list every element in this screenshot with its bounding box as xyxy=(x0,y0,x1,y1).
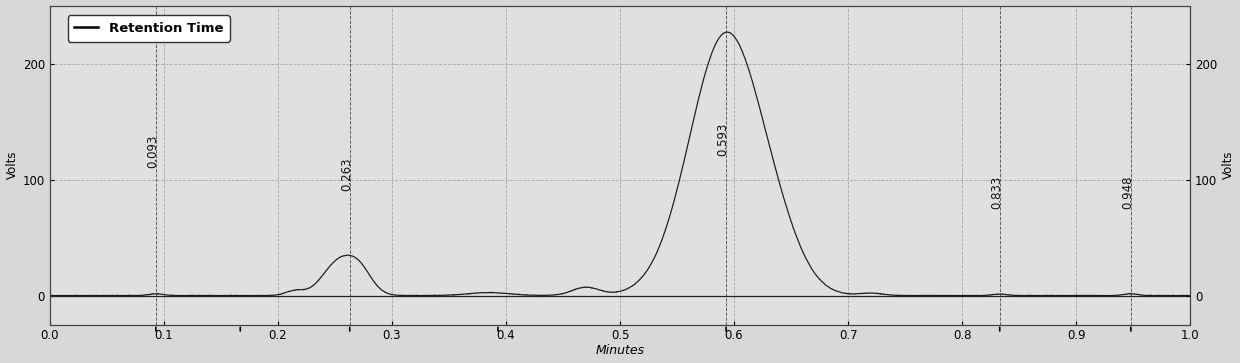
Legend: Retention Time: Retention Time xyxy=(68,15,229,41)
X-axis label: Minutes: Minutes xyxy=(595,344,645,358)
Text: 0.833: 0.833 xyxy=(990,175,1003,208)
Y-axis label: Volts: Volts xyxy=(1221,151,1235,179)
Text: 0.093: 0.093 xyxy=(146,135,159,168)
Text: 0.948: 0.948 xyxy=(1121,175,1133,208)
Y-axis label: Volts: Volts xyxy=(5,151,19,179)
Text: 0.593: 0.593 xyxy=(717,123,729,156)
Text: 0.263: 0.263 xyxy=(340,158,353,191)
